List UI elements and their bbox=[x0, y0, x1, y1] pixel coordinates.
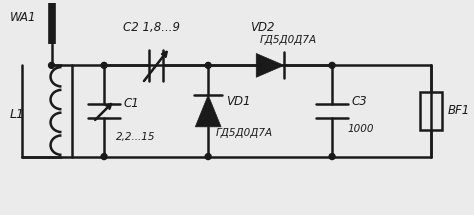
Text: L1: L1 bbox=[10, 108, 25, 121]
Text: VD1: VD1 bbox=[226, 95, 251, 108]
Circle shape bbox=[329, 154, 335, 160]
Text: 2,2...15: 2,2...15 bbox=[116, 132, 155, 142]
Circle shape bbox=[205, 154, 211, 160]
Circle shape bbox=[48, 62, 55, 68]
Text: BF1: BF1 bbox=[448, 104, 470, 117]
Polygon shape bbox=[195, 95, 221, 127]
Text: C1: C1 bbox=[124, 97, 140, 109]
Circle shape bbox=[205, 62, 211, 68]
Bar bbox=[420, 92, 442, 130]
Text: ГД5Д0Д7А: ГД5Д0Д7А bbox=[260, 35, 317, 45]
Circle shape bbox=[329, 62, 335, 68]
Circle shape bbox=[101, 154, 107, 160]
Text: C3: C3 bbox=[352, 95, 368, 108]
Text: VD2: VD2 bbox=[250, 21, 275, 34]
Text: 1000: 1000 bbox=[348, 124, 374, 134]
Text: WA1: WA1 bbox=[10, 11, 36, 24]
Circle shape bbox=[101, 62, 107, 68]
Text: ГД5Д0Д7А: ГД5Д0Д7А bbox=[216, 128, 273, 138]
Text: C2 1,8...9: C2 1,8...9 bbox=[123, 21, 180, 34]
Polygon shape bbox=[256, 54, 284, 77]
